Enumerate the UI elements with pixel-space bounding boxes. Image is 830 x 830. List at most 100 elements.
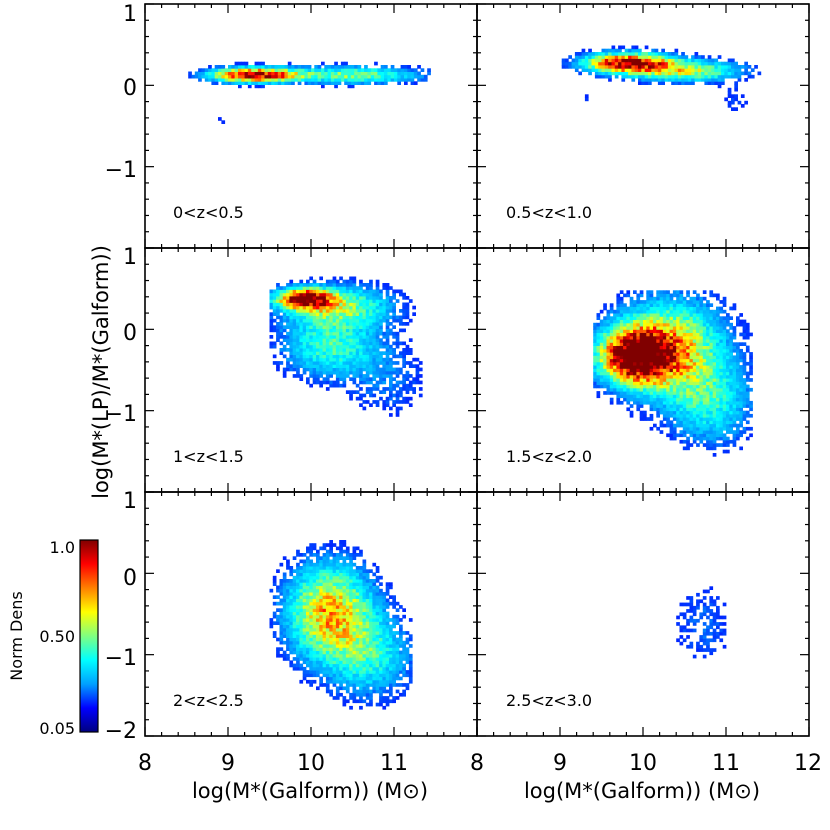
heatmap-cell [339, 374, 343, 378]
heatmap-cell [702, 400, 707, 405]
heatmap-cell [682, 306, 687, 311]
heatmap-cell [352, 315, 357, 320]
heatmap-cell [299, 650, 304, 655]
heatmap-cell [339, 582, 343, 586]
heatmap-cell [325, 644, 330, 648]
heatmap-cell [606, 322, 611, 327]
heatmap-cell [691, 74, 695, 79]
heatmap-cell [282, 605, 287, 609]
heatmap-cell [405, 400, 410, 404]
heatmap-cell [613, 355, 617, 360]
heatmap-cell [329, 299, 333, 303]
heatmap-cell [322, 657, 327, 661]
heatmap-cell [402, 400, 406, 404]
heatmap-cell [339, 286, 343, 290]
heatmap-cell [659, 371, 664, 376]
heatmap-cell [359, 608, 363, 612]
heatmap-cell [696, 309, 700, 314]
heatmap-cell [335, 351, 340, 355]
heatmap-cell [722, 332, 727, 337]
heatmap-cell [702, 332, 707, 337]
heatmap-cell [649, 309, 654, 314]
heatmap-cell [649, 358, 654, 363]
heatmap-cell [387, 68, 392, 72]
heatmap-cell [312, 666, 317, 671]
heatmap-cell [352, 660, 357, 665]
heatmap-cell [623, 345, 627, 350]
heatmap-cell [319, 588, 323, 593]
heatmap-cell [603, 371, 607, 376]
heatmap-cell [616, 381, 621, 386]
heatmap-cell [342, 614, 347, 619]
heatmap-cell [744, 71, 748, 76]
heatmap-cell [369, 640, 373, 645]
heatmap-cell [297, 71, 302, 76]
heatmap-cell [712, 329, 717, 333]
heatmap-cell [745, 420, 750, 425]
heatmap-cell [626, 365, 631, 369]
heatmap-cell [319, 666, 323, 671]
heatmap-cell [269, 621, 274, 625]
heatmap-cell [312, 663, 317, 668]
heatmap-cell [594, 71, 599, 76]
heatmap-cell [599, 329, 604, 333]
heatmap-cell [692, 290, 697, 294]
heatmap-cell [400, 78, 405, 82]
heatmap-cell [369, 312, 373, 316]
heatmap-cell [272, 601, 277, 606]
heatmap-cell [279, 289, 284, 294]
heatmap-cell [329, 627, 333, 632]
heatmap-cell [643, 319, 647, 324]
heatmap-cell [335, 328, 340, 333]
heatmap-cell [342, 663, 347, 668]
heatmap-cell [345, 663, 350, 668]
heatmap-cell [686, 423, 690, 428]
heatmap-cell [355, 292, 360, 297]
heatmap-cell [626, 322, 631, 327]
heatmap-cell [359, 657, 363, 661]
heatmap-cell [352, 546, 357, 551]
heatmap-cell [729, 355, 733, 360]
heatmap-cell [312, 289, 317, 294]
heatmap-cell [739, 420, 743, 425]
heatmap-cell [316, 582, 320, 586]
heatmap-cell [316, 380, 320, 385]
heatmap-cell [319, 683, 323, 687]
heatmap-cell [382, 364, 387, 368]
heatmap-cell [286, 637, 290, 642]
heatmap-cell [282, 598, 287, 603]
heatmap-cell [682, 316, 687, 320]
heatmap-cell [716, 345, 720, 350]
heatmap-cell [332, 618, 337, 622]
heatmap-cell [626, 348, 631, 353]
heatmap-cell [611, 58, 616, 63]
heatmap-cell [299, 601, 304, 606]
heatmap-cell [649, 381, 654, 386]
heatmap-cell [352, 608, 357, 612]
heatmap-cell [276, 289, 280, 294]
heatmap-cell [626, 339, 631, 343]
heatmap-cell [629, 365, 634, 369]
heatmap-cell [306, 660, 310, 665]
heatmap-cell [316, 344, 320, 349]
heatmap-cell [349, 611, 353, 616]
heatmap-cell [352, 328, 357, 333]
heatmap-cell [722, 439, 727, 444]
heatmap-cell [372, 383, 377, 388]
heatmap-cell [272, 296, 277, 300]
heatmap-cell [649, 417, 654, 421]
heatmap-cell [369, 592, 373, 596]
heatmap-cell [676, 319, 680, 324]
heatmap-cell [682, 358, 687, 363]
heatmap-cell [699, 368, 704, 373]
heatmap-cell [596, 358, 601, 363]
heatmap-cell [732, 368, 737, 373]
heatmap-cell [352, 377, 357, 381]
heatmap-cell [603, 365, 607, 369]
heatmap-cell [706, 371, 710, 376]
heatmap-cell [712, 394, 717, 399]
heatmap-cell [309, 322, 313, 326]
heatmap-cell [345, 302, 350, 307]
heatmap-cell [596, 345, 601, 350]
heatmap-cell [380, 81, 385, 85]
